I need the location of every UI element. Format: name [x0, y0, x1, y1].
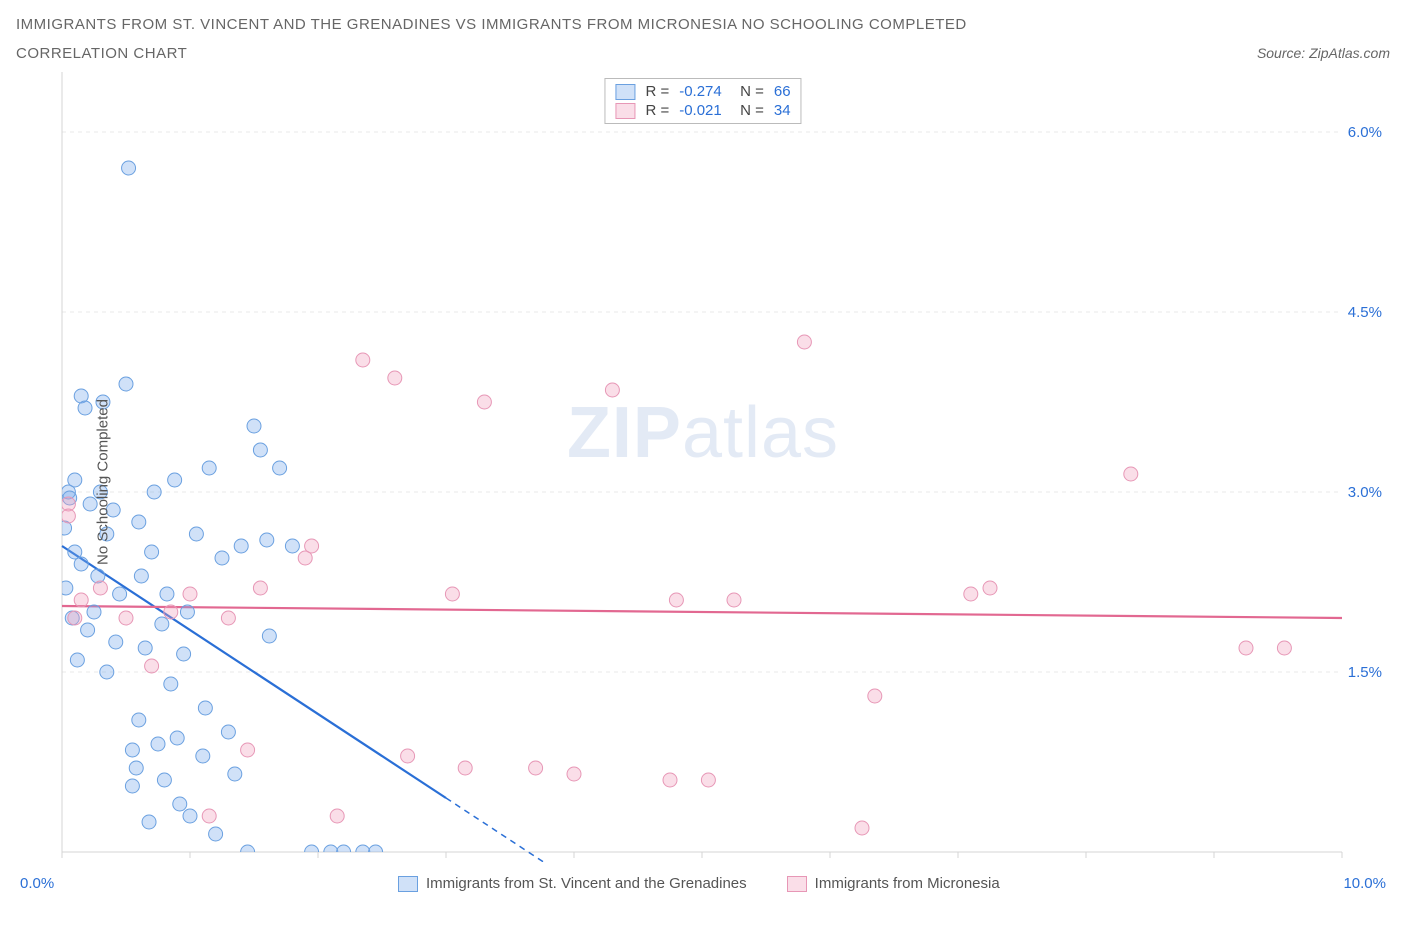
stat-n-label-1: N =	[732, 83, 764, 100]
source-attribution: Source: ZipAtlas.com	[1257, 45, 1390, 61]
svg-text:1.5%: 1.5%	[1348, 664, 1382, 681]
chart-title: IMMIGRANTS FROM ST. VINCENT AND THE GREN…	[16, 16, 1390, 33]
chart-subtitle: CORRELATION CHART	[16, 45, 187, 62]
swatch-series2	[615, 103, 635, 119]
x-axis-max-label: 10.0%	[1343, 875, 1386, 892]
legend-label-2: Immigrants from Micronesia	[815, 875, 1000, 892]
stats-legend-box: R = -0.274 N = 66 R = -0.021 N = 34	[604, 78, 801, 124]
chart-container: IMMIGRANTS FROM ST. VINCENT AND THE GREN…	[16, 16, 1390, 892]
swatch-series1	[615, 84, 635, 100]
stat-r-label-1: R =	[645, 83, 669, 100]
stats-row-series2: R = -0.021 N = 34	[615, 102, 790, 119]
x-axis-min-label: 0.0%	[20, 875, 54, 892]
subtitle-row: CORRELATION CHART Source: ZipAtlas.com	[16, 45, 1390, 62]
stat-n-value-2: 34	[774, 102, 791, 119]
legend-label-1: Immigrants from St. Vincent and the Gren…	[426, 875, 747, 892]
legend-item-2: Immigrants from Micronesia	[787, 875, 1000, 892]
stat-n-label-2: N =	[732, 102, 764, 119]
chart-area: No Schooling Completed 1.5%3.0%4.5%6.0% …	[16, 72, 1390, 892]
svg-text:3.0%: 3.0%	[1348, 484, 1382, 501]
stat-r-label-2: R =	[645, 102, 669, 119]
bottom-legend-row: 0.0% Immigrants from St. Vincent and the…	[16, 875, 1390, 892]
stat-n-value-1: 66	[774, 83, 791, 100]
scatter-plot-svg: 1.5% 3.0% 4.5% 6.0%	[16, 72, 1390, 862]
stat-r-value-2: -0.021	[679, 102, 722, 119]
stats-row-series1: R = -0.274 N = 66	[615, 83, 790, 100]
source-label: Source:	[1257, 45, 1309, 61]
legend-item-1: Immigrants from St. Vincent and the Gren…	[398, 875, 747, 892]
y-axis-label: No Schooling Completed	[94, 399, 111, 565]
legend-swatch-2	[787, 876, 807, 892]
series-legend: Immigrants from St. Vincent and the Gren…	[398, 875, 1000, 892]
source-name: ZipAtlas.com	[1309, 45, 1390, 61]
svg-text:6.0%: 6.0%	[1348, 124, 1382, 141]
legend-swatch-1	[398, 876, 418, 892]
stat-r-value-1: -0.274	[679, 83, 722, 100]
svg-text:4.5%: 4.5%	[1348, 304, 1382, 321]
